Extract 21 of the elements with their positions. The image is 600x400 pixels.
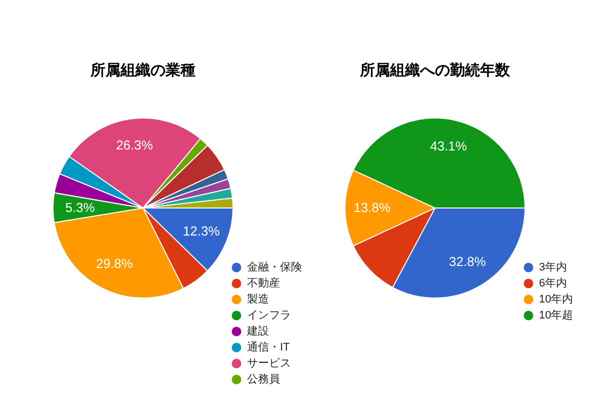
- chart-title: 所属組織の業種: [90, 62, 196, 79]
- legend-label: 金融・保険: [247, 262, 302, 274]
- legend-label: 不動産: [247, 276, 280, 290]
- legend-label: 10年超: [539, 310, 574, 322]
- data-label: 32.8%: [448, 254, 486, 270]
- legend-label: 10年内: [539, 292, 574, 306]
- legend-label: 公務員: [247, 374, 280, 386]
- legend-label: 建設: [246, 324, 269, 338]
- data-label: 12.3%: [182, 224, 220, 239]
- legend-label: 通信・IT: [247, 340, 290, 354]
- chart-title: 所属組織への勤続年数: [359, 62, 511, 79]
- data-label: 26.3%: [116, 138, 154, 153]
- data-label: 43.1%: [430, 138, 468, 154]
- data-label: 29.8%: [96, 256, 134, 272]
- legend-label: 3年内: [539, 260, 568, 274]
- legend-label: 6年内: [539, 276, 568, 290]
- data-label: 13.8%: [354, 200, 391, 215]
- legend-label: 製造: [247, 292, 269, 306]
- legend-label: サービス: [247, 358, 291, 370]
- legend-label: インフラ: [247, 310, 291, 322]
- data-label: 5.3%: [65, 200, 96, 215]
